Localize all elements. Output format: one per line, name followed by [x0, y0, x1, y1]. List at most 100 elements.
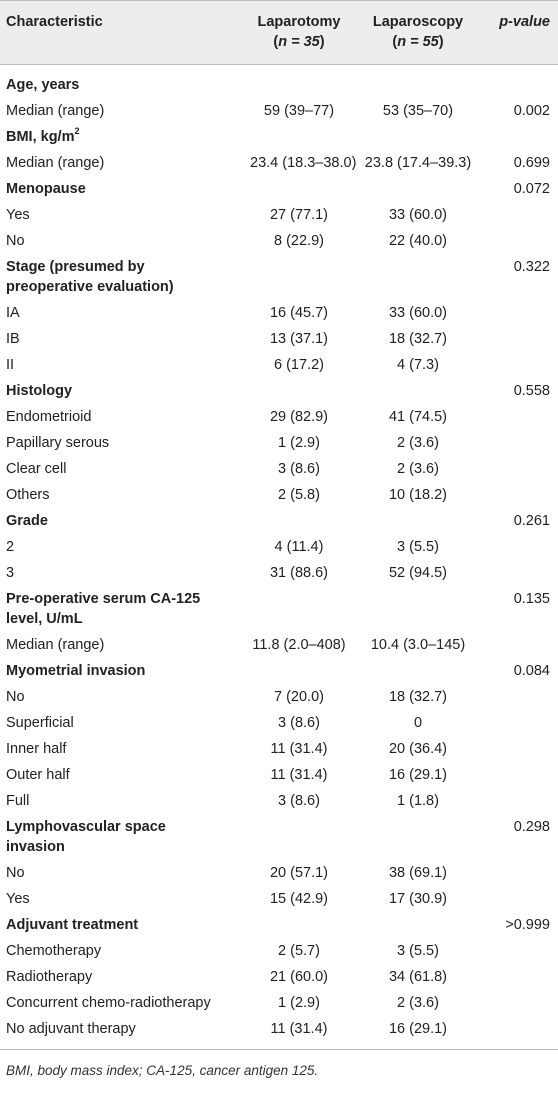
row-label: IA [0, 300, 244, 326]
p-value [482, 938, 558, 964]
laparotomy-value: 20 (57.1) [269, 865, 329, 881]
row-label: Age, years [0, 65, 244, 99]
laparoscopy-value: 17 (30.9) [388, 891, 448, 907]
table-row: Radiotherapy 21 (60.0) 34 (61.8) [0, 964, 558, 990]
p-value [482, 228, 558, 254]
row-label: BMI, kg/m2 [0, 124, 244, 150]
row-label: Menopause [0, 176, 244, 202]
p-value [482, 430, 558, 456]
table-body: Age, years Median (range) 59 (39–77) 53 (35… [0, 65, 558, 1050]
p-value [482, 632, 558, 658]
row-label-text: BMI, kg/m [6, 129, 75, 145]
row-label-text: No adjuvant therapy [6, 1021, 136, 1037]
p-value [482, 352, 558, 378]
laparotomy-value [244, 586, 354, 632]
table-row: Yes 15 (42.9) 17 (30.9) [0, 886, 558, 912]
laparotomy-value: 4 (11.4) [274, 539, 324, 555]
p-value [482, 762, 558, 788]
row-label-text: Histology [6, 383, 73, 399]
p-value: 0.322 [513, 259, 550, 275]
row-label-text: Yes [6, 891, 30, 907]
row-label-text: Age, years [6, 77, 80, 93]
row-label-text-line2: preoperative evaluation) [6, 279, 174, 295]
p-value [482, 534, 558, 560]
row-label: Outer half [0, 762, 244, 788]
p-value [482, 124, 558, 150]
laparoscopy-value: 16 (29.1) [388, 767, 448, 783]
p-value [482, 456, 558, 482]
table-row: No adjuvant therapy 11 (31.4) 16 (29.1) [0, 1016, 558, 1050]
table-row: Full 3 (8.6) 1 (1.8) [0, 788, 558, 814]
row-label: Yes [0, 886, 244, 912]
laparoscopy-value: 2 (3.6) [397, 435, 439, 451]
header-laparotomy: Laparotomy (n = 35) [244, 0, 354, 65]
laparotomy-value: 11.8 (2.0–408) [252, 637, 346, 653]
laparotomy-value: 3 (8.6) [278, 793, 320, 809]
laparotomy-value: 59 (39–77) [263, 103, 335, 119]
laparoscopy-value [354, 508, 482, 534]
row-label: Superficial [0, 710, 244, 736]
p-value: 0.261 [513, 513, 550, 529]
laparotomy-value: 8 (22.9) [274, 233, 324, 249]
table-row: Median (range) 23.4 (18.3–38.0) 23.8 (17.4… [0, 150, 558, 176]
table-section-row: Age, years [0, 65, 558, 99]
table-row: II 6 (17.2) 4 (7.3) [0, 352, 558, 378]
row-label: II [0, 352, 244, 378]
laparotomy-value: 1 (2.9) [278, 435, 320, 451]
table-row: Yes 27 (77.1) 33 (60.0) [0, 202, 558, 228]
row-label-text: No [6, 233, 25, 249]
p-value [482, 1016, 558, 1050]
p-value [482, 710, 558, 736]
header-p-value: p-value [482, 0, 558, 65]
row-label: Others [0, 482, 244, 508]
table-row: IA 16 (45.7) 33 (60.0) [0, 300, 558, 326]
laparotomy-value [244, 124, 354, 150]
laparotomy-value: 3 (8.6) [278, 715, 320, 731]
header-laparotomy-label: Laparotomy [257, 14, 341, 30]
laparoscopy-value [354, 586, 482, 632]
p-value: 0.699 [513, 155, 550, 171]
row-label: Pre-operative serum CA-125 level, U/mL [0, 586, 244, 632]
laparoscopy-value: 18 (32.7) [388, 689, 448, 705]
laparotomy-value: 7 (20.0) [274, 689, 324, 705]
row-label: Inner half [0, 736, 244, 762]
p-value [482, 886, 558, 912]
table-row: Superficial 3 (8.6) 0 [0, 710, 558, 736]
laparotomy-value: 1 (2.9) [278, 995, 320, 1011]
row-label-text: IB [6, 331, 20, 347]
p-value: 0.135 [513, 591, 550, 607]
laparotomy-value: 16 (45.7) [269, 305, 329, 321]
row-label-text: No [6, 689, 25, 705]
laparoscopy-value: 22 (40.0) [388, 233, 448, 249]
laparoscopy-value: 34 (61.8) [388, 969, 448, 985]
laparotomy-value: 23.4 (18.3–38.0) [250, 155, 357, 171]
table-row: No 8 (22.9) 22 (40.0) [0, 228, 558, 254]
p-value [482, 560, 558, 586]
laparoscopy-value [354, 658, 482, 684]
laparoscopy-value: 10 (18.2) [388, 487, 448, 503]
table-header: Characteristic Laparotomy (n = 35) Lapar… [0, 0, 558, 65]
p-value [482, 736, 558, 762]
header-laparoscopy: Laparoscopy (n = 55) [354, 0, 482, 65]
row-label: Chemotherapy [0, 938, 244, 964]
table-row: Median (range) 59 (39–77) 53 (35–70) 0.002 [0, 98, 558, 124]
laparotomy-value: 3 (8.6) [278, 461, 320, 477]
row-label-text: Inner half [6, 741, 67, 757]
row-label-text: II [6, 357, 15, 373]
laparotomy-value: 11 (31.4) [270, 741, 328, 757]
table-section-row: Adjuvant treatment >0.999 [0, 912, 558, 938]
laparoscopy-value: 2 (3.6) [397, 995, 439, 1011]
table-row: IB 13 (37.1) 18 (32.7) [0, 326, 558, 352]
row-label: Lymphovascular space invasion [0, 814, 244, 860]
row-label: 3 [0, 560, 244, 586]
header-laparoscopy-label: Laparoscopy [372, 14, 464, 30]
header-row: Characteristic Laparotomy (n = 35) Lapar… [0, 0, 558, 65]
laparoscopy-value [354, 254, 482, 300]
row-label: Endometrioid [0, 404, 244, 430]
p-value [482, 860, 558, 886]
row-label: No [0, 684, 244, 710]
row-label: Median (range) [0, 150, 244, 176]
table-row: 2 4 (11.4) 3 (5.5) [0, 534, 558, 560]
table-row: No 20 (57.1) 38 (69.1) [0, 860, 558, 886]
